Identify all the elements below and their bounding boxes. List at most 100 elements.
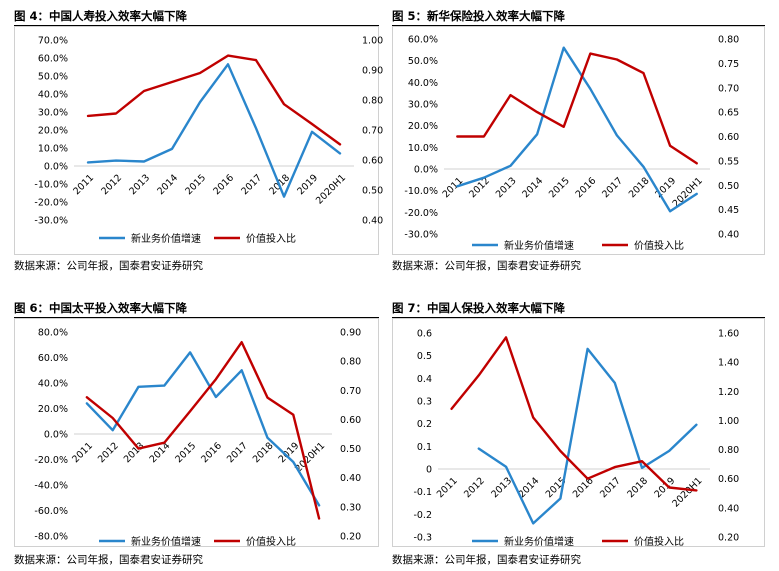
left-axis-tick-label: 70.0%	[38, 36, 68, 47]
line-chart: 70.0% 60.0% 50.0% 40.0% 30.0% 20.0% 10.0% 0.0% -…	[34, 36, 383, 246]
right-axis-tick-label: 0.40	[718, 230, 739, 241]
legend-label: 价值投入比	[634, 239, 684, 252]
source-note: 数据来源：公司年报，国泰君安证券研究	[14, 260, 203, 272]
x-axis-tick-label: 2012	[462, 475, 487, 500]
x-axis-tick-label: 2013	[489, 475, 514, 500]
chart-title: 图 6：中国太平投入效率大幅下降	[14, 301, 188, 315]
source-note: 数据来源：公司年报，国泰君安证券研究	[392, 260, 581, 272]
right-axis-tick-label: 1.60	[718, 329, 739, 340]
line-chart: 60.0% 50.0% 40.0% 30.0% 20.0% 10.0% 0.0% -10.0%…	[404, 35, 739, 253]
x-axis-tick-label: 2016	[199, 440, 224, 465]
left-axis-tick-label: 0.0%	[414, 165, 438, 176]
left-axis-tick-label: 20.0%	[408, 121, 438, 132]
right-axis-tick-label: 0.70	[340, 386, 361, 397]
left-axis-tick-label: 10.0%	[408, 143, 438, 154]
x-axis-tick-label: 2015	[183, 172, 208, 197]
right-axis-tick-label: 0.20	[718, 533, 739, 544]
right-axis-tick-label: 0.75	[718, 59, 739, 70]
legend-label: 新业务价值增速	[504, 535, 574, 548]
right-axis-tick-label: 0.65	[718, 108, 739, 119]
left-axis-tick-label: -0.2	[413, 510, 432, 521]
source-note: 数据来源：公司年报，国泰君安证券研究	[14, 554, 203, 566]
right-axis-tick-label: 0.40	[340, 473, 361, 484]
right-axis-tick-label: 0.45	[718, 205, 739, 216]
right-axis-tick-label: 0.40	[718, 503, 739, 514]
right-axis-tick-label: 0.50	[362, 186, 383, 197]
left-axis-tick-label: -20.0%	[34, 455, 68, 466]
title-rule	[14, 25, 379, 26]
right-axis-tick-label: 0.80	[362, 96, 383, 107]
left-axis-tick-label: -20.0%	[404, 208, 438, 219]
left-axis-tick-label: -60.0%	[34, 506, 68, 517]
left-axis-tick-label: 40.0%	[408, 78, 438, 89]
x-axis-tick-label: 2011	[71, 172, 96, 197]
left-axis-tick-label: -0.3	[413, 533, 432, 544]
left-axis-tick-label: 40.0%	[38, 90, 68, 101]
chart-panel-7: 图 7：中国人保投入效率大幅下降 0.6 0.5 0.4 0.3 0.2 0.1 0 -0.1…	[392, 300, 765, 570]
left-axis-tick-label: 60.0%	[38, 54, 68, 65]
chart-frame	[392, 26, 765, 255]
left-axis-tick-label: 0.1	[417, 442, 432, 453]
left-axis-tick-label: -30.0%	[404, 230, 438, 241]
x-axis-tick-label: 2017	[239, 172, 264, 197]
right-axis-tick-label: 0.70	[362, 126, 383, 137]
left-axis-tick-label: 0.3	[417, 397, 432, 408]
title-rule	[392, 25, 765, 26]
series-line	[86, 54, 342, 146]
source-note: 数据来源：公司年报，国泰君安证券研究	[392, 554, 581, 566]
right-axis-tick-label: 0.55	[718, 156, 739, 167]
x-axis-tick-label: 2016	[574, 175, 599, 200]
right-axis-tick-label: 1.00	[718, 416, 739, 427]
x-axis-tick-label: 2020H1	[314, 172, 348, 206]
left-axis-tick-label: 0.0%	[44, 162, 68, 173]
right-axis-tick-label: 0.60	[718, 474, 739, 485]
right-axis-tick-label: 0.80	[718, 445, 739, 456]
series-line	[450, 336, 698, 492]
x-axis-tick-label: 2020H1	[671, 175, 705, 209]
left-axis-tick-label: 20.0%	[38, 404, 68, 415]
right-axis-tick-label: 1.40	[718, 358, 739, 369]
x-axis-tick-label: 2017	[598, 475, 623, 500]
right-axis-tick-label: 0.70	[718, 83, 739, 94]
chart-frame	[14, 318, 379, 547]
left-axis-tick-label: -0.1	[413, 487, 432, 498]
right-axis-tick-label: 0.30	[340, 502, 361, 513]
right-axis-tick-label: 0.60	[718, 132, 739, 143]
left-axis-tick-label: 0.6	[417, 329, 432, 340]
legend-label: 价值投入比	[246, 232, 296, 245]
chart-panel-4: 图 4：中国人寿投入效率大幅下降 70.0% 60.0% 50.0% 40.0% 30.…	[14, 8, 383, 273]
left-axis-tick-label: 0.2	[417, 419, 432, 430]
x-axis-tick-label: 2015	[547, 175, 572, 200]
chart-title: 图 7：中国人保投入效率大幅下降	[392, 301, 566, 315]
x-axis-tick-label: 2018	[627, 175, 652, 200]
x-axis-tick-label: 2016	[211, 172, 236, 197]
title-rule	[14, 317, 379, 318]
right-axis-tick-label: 0.20	[340, 532, 361, 543]
series-line	[477, 347, 698, 525]
left-axis-tick-label: 40.0%	[38, 379, 68, 390]
left-axis-tick-label: 80.0%	[38, 328, 68, 339]
x-axis-tick-label: 2012	[99, 172, 124, 197]
right-axis-tick-label: 0.80	[340, 357, 361, 368]
x-axis-tick-label: 2018	[625, 475, 650, 500]
right-axis-tick-label: 0.50	[718, 181, 739, 192]
legend-label: 价值投入比	[634, 535, 684, 548]
x-axis-tick-label: 2012	[96, 440, 121, 465]
right-axis-tick-label: 1.20	[718, 387, 739, 398]
series-line	[86, 63, 342, 198]
chart-frame	[392, 318, 765, 547]
left-axis-tick-label: 0.0%	[44, 430, 68, 441]
left-axis-tick-label: 30.0%	[408, 100, 438, 111]
x-axis-tick-label: 2018	[251, 440, 276, 465]
left-axis-tick-label: -10.0%	[34, 180, 68, 191]
x-axis-tick-label: 2011	[70, 440, 95, 465]
right-axis-tick-label: 0.90	[340, 328, 361, 339]
x-axis-tick-label: 2019	[295, 172, 320, 197]
line-chart: 80.0% 60.0% 40.0% 20.0% 0.0% -20.0% -40.0% -60.…	[34, 328, 361, 549]
left-axis-tick-label: -30.0%	[34, 216, 68, 227]
left-axis-tick-label: -10.0%	[404, 186, 438, 197]
legend-label: 新业务价值增速	[131, 535, 201, 548]
right-axis-tick-label: 0.40	[362, 216, 383, 227]
right-axis-tick-label: 0.90	[362, 66, 383, 77]
right-axis-tick-label: 1.00	[362, 36, 383, 47]
